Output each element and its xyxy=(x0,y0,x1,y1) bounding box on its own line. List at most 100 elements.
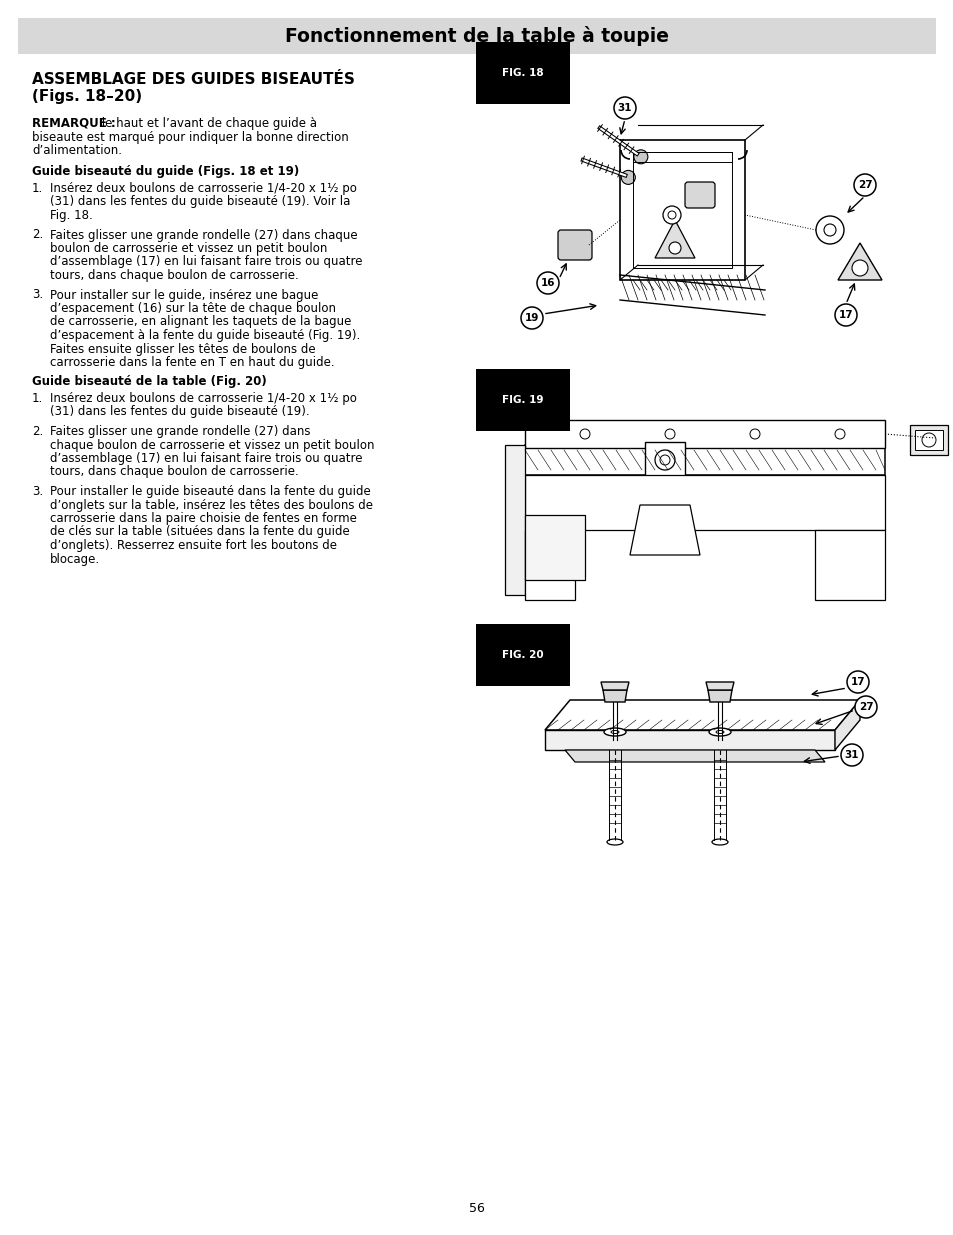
Text: 56: 56 xyxy=(469,1202,484,1214)
Text: 19: 19 xyxy=(524,312,538,324)
Circle shape xyxy=(667,211,676,219)
Polygon shape xyxy=(524,475,884,530)
Text: 17: 17 xyxy=(850,677,864,687)
Polygon shape xyxy=(707,690,731,701)
Circle shape xyxy=(614,98,636,119)
Circle shape xyxy=(834,304,856,326)
Polygon shape xyxy=(655,220,695,258)
Polygon shape xyxy=(814,530,884,600)
Text: Insérez deux boulons de carrosserie 1/4-20 x 1½ po: Insérez deux boulons de carrosserie 1/4-… xyxy=(50,182,356,195)
Text: 27: 27 xyxy=(858,701,872,713)
Polygon shape xyxy=(705,682,733,690)
Circle shape xyxy=(620,170,635,184)
Text: (Figs. 18–20): (Figs. 18–20) xyxy=(32,89,142,104)
Polygon shape xyxy=(524,530,575,600)
Circle shape xyxy=(815,216,843,245)
Text: 16: 16 xyxy=(540,278,555,288)
Text: 3.: 3. xyxy=(32,485,43,498)
Text: 31: 31 xyxy=(618,103,632,112)
Text: Fig. 18.: Fig. 18. xyxy=(50,209,92,222)
Text: d’assemblage (17) en lui faisant faire trois ou quatre: d’assemblage (17) en lui faisant faire t… xyxy=(50,452,362,466)
Text: d’espacement (16) sur la tête de chaque boulon: d’espacement (16) sur la tête de chaque … xyxy=(50,303,335,315)
Circle shape xyxy=(633,149,647,164)
Text: le haut et l’avant de chaque guide à: le haut et l’avant de chaque guide à xyxy=(98,117,316,130)
Polygon shape xyxy=(564,750,824,762)
Text: 17: 17 xyxy=(838,310,852,320)
Text: 31: 31 xyxy=(843,750,859,760)
Text: d’onglets). Resserrez ensuite fort les boutons de: d’onglets). Resserrez ensuite fort les b… xyxy=(50,538,336,552)
Text: boulon de carrosserie et vissez un petit boulon: boulon de carrosserie et vissez un petit… xyxy=(50,242,327,254)
Text: 27: 27 xyxy=(857,180,871,190)
Circle shape xyxy=(537,272,558,294)
FancyBboxPatch shape xyxy=(558,230,592,261)
Polygon shape xyxy=(629,505,700,555)
Polygon shape xyxy=(914,430,942,450)
Text: tours, dans chaque boulon de carrosserie.: tours, dans chaque boulon de carrosserie… xyxy=(50,269,298,282)
Text: de carrosserie, en alignant les taquets de la bague: de carrosserie, en alignant les taquets … xyxy=(50,315,351,329)
Ellipse shape xyxy=(711,839,727,845)
Text: Faites ensuite glisser les têtes de boulons de: Faites ensuite glisser les têtes de boul… xyxy=(50,342,315,356)
Polygon shape xyxy=(524,445,884,475)
Text: ASSEMBLAGE DES GUIDES BISEAUTÉS: ASSEMBLAGE DES GUIDES BISEAUTÉS xyxy=(32,72,355,86)
Circle shape xyxy=(841,743,862,766)
Circle shape xyxy=(854,697,876,718)
Polygon shape xyxy=(600,682,628,690)
Text: d’espacement à la fente du guide biseauté (Fig. 19).: d’espacement à la fente du guide biseaut… xyxy=(50,329,360,342)
Text: 2.: 2. xyxy=(32,425,43,438)
Circle shape xyxy=(749,429,760,438)
Circle shape xyxy=(823,224,835,236)
Ellipse shape xyxy=(708,727,730,736)
Text: REMARQUE :: REMARQUE : xyxy=(32,117,115,130)
Text: blocage.: blocage. xyxy=(50,552,100,566)
Ellipse shape xyxy=(606,839,622,845)
FancyBboxPatch shape xyxy=(18,19,935,54)
Text: carrosserie dans la fente en T en haut du guide.: carrosserie dans la fente en T en haut d… xyxy=(50,356,335,369)
Polygon shape xyxy=(837,243,882,280)
Text: FIG. 19: FIG. 19 xyxy=(501,395,543,405)
FancyBboxPatch shape xyxy=(644,442,684,478)
Ellipse shape xyxy=(716,730,723,734)
Polygon shape xyxy=(544,730,834,750)
Polygon shape xyxy=(834,700,859,750)
Text: tours, dans chaque boulon de carrosserie.: tours, dans chaque boulon de carrosserie… xyxy=(50,466,298,478)
Text: Pour installer sur le guide, insérez une bague: Pour installer sur le guide, insérez une… xyxy=(50,289,318,301)
Circle shape xyxy=(579,429,589,438)
Text: 3.: 3. xyxy=(32,289,43,301)
Circle shape xyxy=(921,433,935,447)
Circle shape xyxy=(664,429,675,438)
Text: 1.: 1. xyxy=(32,391,43,405)
Circle shape xyxy=(834,429,844,438)
Ellipse shape xyxy=(603,727,625,736)
Text: Guide biseauté de la table (Fig. 20): Guide biseauté de la table (Fig. 20) xyxy=(32,375,267,389)
Polygon shape xyxy=(524,420,884,448)
Polygon shape xyxy=(544,700,859,730)
Text: Faites glisser une grande rondelle (27) dans: Faites glisser une grande rondelle (27) … xyxy=(50,425,310,438)
Circle shape xyxy=(662,206,680,224)
Circle shape xyxy=(668,242,680,254)
Text: de clés sur la table (situées dans la fente du guide: de clés sur la table (situées dans la fe… xyxy=(50,526,350,538)
Text: (31) dans les fentes du guide biseauté (19).: (31) dans les fentes du guide biseauté (… xyxy=(50,405,310,419)
Ellipse shape xyxy=(610,730,618,734)
Text: chaque boulon de carrosserie et vissez un petit boulon: chaque boulon de carrosserie et vissez u… xyxy=(50,438,375,452)
FancyBboxPatch shape xyxy=(684,182,714,207)
Text: FIG. 20: FIG. 20 xyxy=(501,650,543,659)
Polygon shape xyxy=(524,515,584,580)
Text: Guide biseauté du guide (Figs. 18 et 19): Guide biseauté du guide (Figs. 18 et 19) xyxy=(32,165,299,179)
Circle shape xyxy=(520,308,542,329)
Text: Pour installer le guide biseauté dans la fente du guide: Pour installer le guide biseauté dans la… xyxy=(50,485,371,498)
Circle shape xyxy=(659,454,669,466)
Circle shape xyxy=(655,450,675,471)
Polygon shape xyxy=(602,690,626,701)
Text: Insérez deux boulons de carrosserie 1/4-20 x 1½ po: Insérez deux boulons de carrosserie 1/4-… xyxy=(50,391,356,405)
Text: d’onglets sur la table, insérez les têtes des boulons de: d’onglets sur la table, insérez les tête… xyxy=(50,499,373,511)
Text: carrosserie dans la paire choisie de fentes en forme: carrosserie dans la paire choisie de fen… xyxy=(50,513,356,525)
Text: d’assemblage (17) en lui faisant faire trois ou quatre: d’assemblage (17) en lui faisant faire t… xyxy=(50,256,362,268)
Polygon shape xyxy=(909,425,947,454)
Circle shape xyxy=(851,261,867,275)
Text: 1.: 1. xyxy=(32,182,43,195)
Circle shape xyxy=(853,174,875,196)
Text: Fonctionnement de la table à toupie: Fonctionnement de la table à toupie xyxy=(285,26,668,46)
Text: 2.: 2. xyxy=(32,228,43,242)
Text: (31) dans les fentes du guide biseauté (19). Voir la: (31) dans les fentes du guide biseauté (… xyxy=(50,195,350,209)
Polygon shape xyxy=(504,445,524,595)
